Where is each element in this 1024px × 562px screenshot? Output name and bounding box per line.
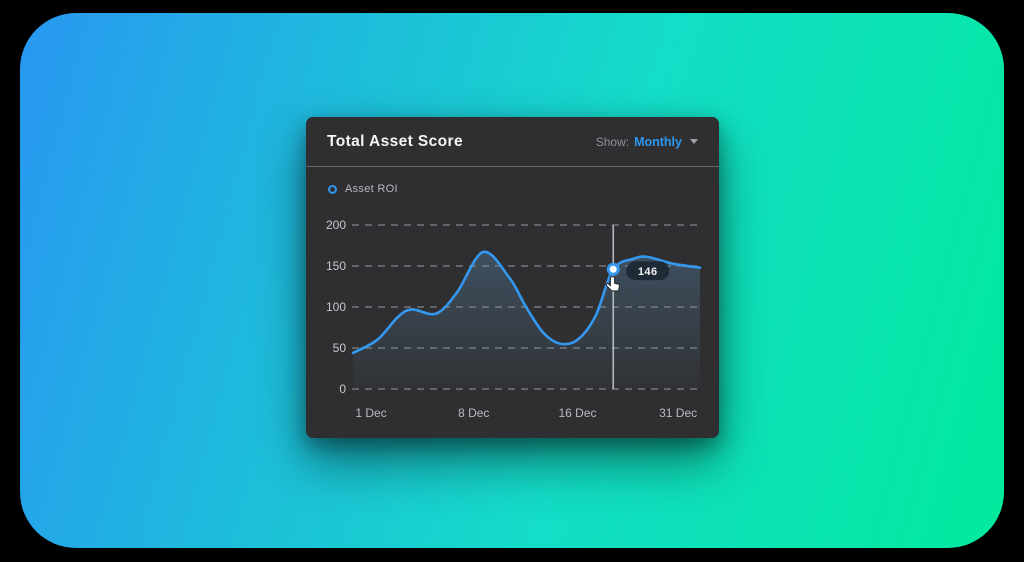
x-tick-label: 1 Dec: [355, 406, 386, 420]
card-header: Total Asset Score Show: Monthly: [306, 117, 719, 167]
tooltip-value: 146: [638, 266, 658, 278]
asset-roi-chart[interactable]: 200 150 100 50 0 1 Dec 8 Dec 16 Dec 31 Dec 146: [306, 117, 719, 438]
highlight-dot: [606, 262, 620, 276]
hand-cursor-icon: [605, 276, 621, 292]
y-tick-label: 100: [326, 300, 346, 314]
legend-item-asset-roi[interactable]: Asset ROI: [328, 183, 398, 195]
period-dropdown-label: Show:: [595, 134, 630, 149]
series-line: [351, 250, 702, 355]
chevron-down-icon: [690, 139, 698, 144]
chart-legend: Asset ROI: [328, 183, 398, 195]
tooltip: [626, 261, 670, 281]
period-dropdown-value: Monthly: [634, 134, 682, 149]
y-tick-label: 50: [333, 341, 347, 355]
x-tick-label: 8 Dec: [458, 406, 489, 420]
period-dropdown[interactable]: Show: Monthly: [596, 135, 698, 149]
y-tick-label: 200: [326, 218, 346, 232]
page-title: Total Asset Score: [327, 132, 464, 150]
asset-score-card: Total Asset Score Show: Monthly Asset RO…: [306, 117, 719, 438]
y-tick-label: 0: [339, 382, 346, 396]
x-tick-label: 16 Dec: [558, 406, 596, 420]
legend-label: Asset ROI: [345, 183, 398, 195]
y-tick-label: 150: [326, 259, 346, 273]
legend-ring-icon: [328, 184, 337, 194]
x-tick-label: 31 Dec: [659, 406, 697, 420]
